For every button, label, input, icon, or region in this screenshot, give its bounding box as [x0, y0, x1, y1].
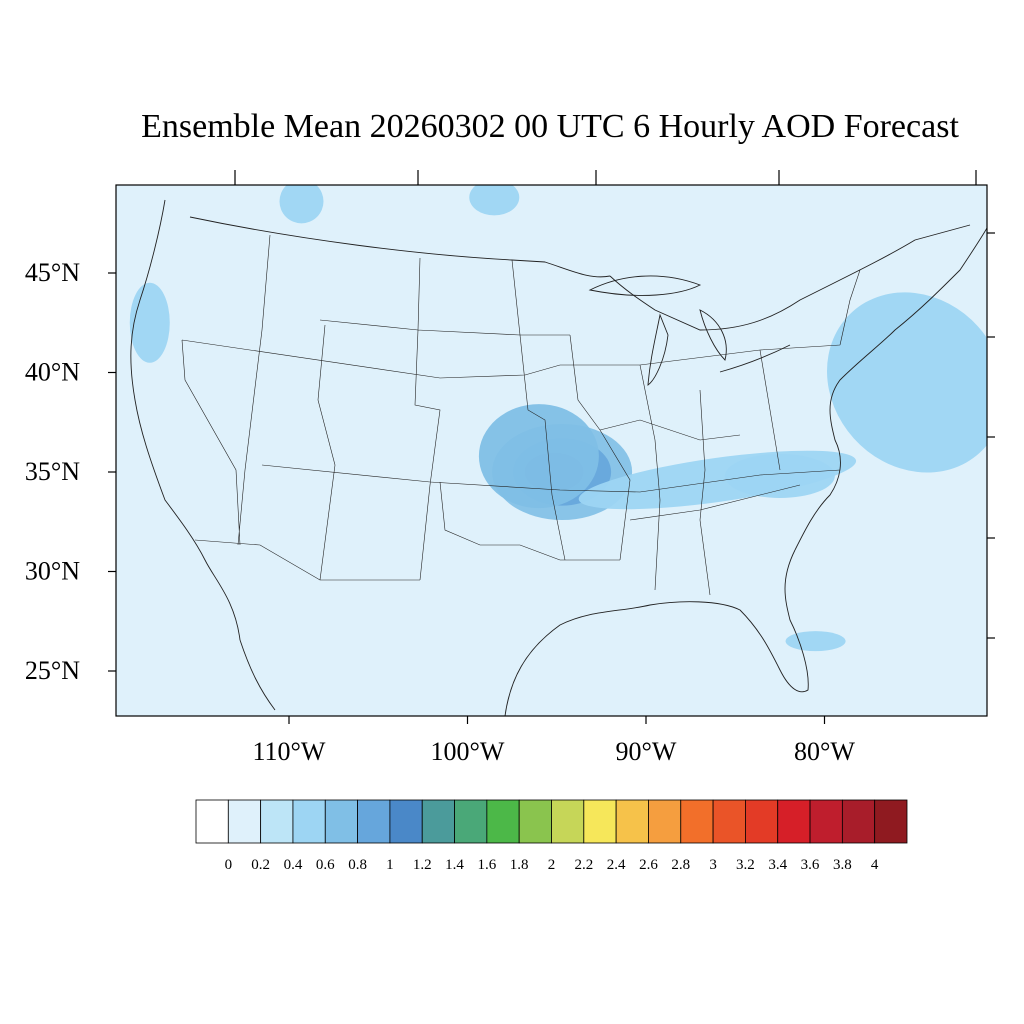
lat-label: 30°N [25, 557, 80, 586]
lat-label: 35°N [25, 457, 80, 486]
colorbar-bin [841, 799, 876, 844]
colorbar-tick-label: 0.6 [316, 857, 335, 873]
colorbar-labels: 0 0.2 0.4 0.6 0.8 1 1.2 1.4 1.6 1.8 2 2.2 2.4 2.6 2.8 3… [225, 857, 879, 873]
aod-plume [279, 185, 324, 224]
colorbar-bin [454, 799, 488, 844]
longitude-labels: 110°W 100°W 90°W 80°W [253, 737, 856, 766]
colorbar-tick-label: 4 [871, 857, 879, 873]
lake-huron [699, 309, 727, 361]
colorbar-tick-label: 1.2 [413, 857, 432, 873]
colorbar-tick-label: 1 [386, 857, 394, 873]
lat-label: 45°N [25, 258, 80, 287]
colorbar-tick-label: 3.8 [833, 857, 852, 873]
aod-plume [724, 453, 835, 498]
aod-plume [469, 185, 520, 216]
aod-plume-band [827, 292, 987, 473]
colorbar-bin [680, 799, 714, 844]
colorbar-tick-label: 2 [548, 857, 556, 873]
colorbar-tick-label: 1.4 [445, 857, 464, 873]
colorbar-tick-label: 0.4 [284, 857, 303, 873]
colorbar-bin [874, 799, 908, 844]
axis-ticks [108, 170, 995, 724]
colorbar-bin [324, 799, 358, 844]
colorbar-tick-label: 1.8 [510, 857, 529, 873]
gulf-coastline [504, 549, 809, 716]
colorbar [195, 799, 908, 844]
colorbar-bin [292, 799, 326, 844]
lake-erie [719, 344, 791, 373]
colorbar-bin [551, 799, 585, 844]
lon-label: 110°W [253, 737, 326, 766]
colorbar-bin [745, 799, 779, 844]
aod-plume-area [724, 453, 835, 498]
aod-plume [827, 292, 987, 473]
colorbar-tick-label: 0.8 [348, 857, 367, 873]
lon-label: 100°W [431, 737, 505, 766]
aod-plume-area [129, 282, 170, 363]
colorbar-bin [389, 799, 423, 844]
aod-plume [129, 282, 170, 363]
aod-contours [129, 185, 987, 652]
lon-label: 80°W [794, 737, 855, 766]
colorbar-bin [421, 799, 455, 844]
lon-label: 90°W [616, 737, 677, 766]
pacific-coastline [130, 199, 241, 641]
colorbar-tick-label: 3 [709, 857, 717, 873]
colorbar-bin [357, 799, 391, 844]
aod-plume [785, 631, 846, 652]
colorbar-bin [260, 799, 294, 844]
state-lines [181, 234, 861, 596]
baja-coastline [239, 639, 276, 711]
lake-michigan [647, 313, 669, 386]
colorbar-bin [227, 799, 262, 844]
aod-plume-area [279, 185, 324, 224]
colorbar-bin [809, 799, 843, 844]
colorbar-tick-label: 0 [225, 857, 233, 873]
colorbar-bin [486, 799, 520, 844]
colorbar-bin [777, 799, 811, 844]
colorbar-bin [712, 799, 746, 844]
political-boundaries [130, 199, 987, 716]
colorbar-tick-label: 2.6 [639, 857, 658, 873]
colorbar-bin [615, 799, 649, 844]
colorbar-tick-label: 3.4 [768, 857, 787, 873]
lake-superior [588, 275, 702, 296]
map-title: Ensemble Mean 20260302 00 UTC 6 Hourly A… [141, 108, 959, 145]
colorbar-tick-label: 2.2 [574, 857, 593, 873]
us-canada-border [189, 216, 611, 278]
lat-label: 25°N [25, 656, 80, 685]
colorbar-tick-label: 2.4 [607, 857, 626, 873]
aod-plume-area [469, 185, 520, 216]
great-lakes-border [609, 224, 971, 331]
colorbar-bin [583, 799, 617, 844]
colorbar-tick-label: 3.6 [801, 857, 820, 873]
colorbar-tick-label: 3.2 [736, 857, 755, 873]
colorbar-bin [518, 799, 552, 844]
colorbar-bin [195, 799, 229, 844]
atlantic-coastline [794, 227, 987, 551]
colorbar-bin [648, 799, 682, 844]
colorbar-tick-label: 0.2 [251, 857, 270, 873]
aod-plume-area [478, 404, 599, 509]
latitude-labels: 45°N 40°N 35°N 30°N 25°N [25, 258, 80, 685]
colorbar-tick-label: 2.8 [671, 857, 690, 873]
lat-label: 40°N [25, 358, 80, 387]
aod-plume-area [785, 631, 846, 652]
colorbar-tick-label: 1.6 [477, 857, 496, 873]
map-frame [115, 184, 988, 717]
aod-plume [478, 404, 599, 509]
